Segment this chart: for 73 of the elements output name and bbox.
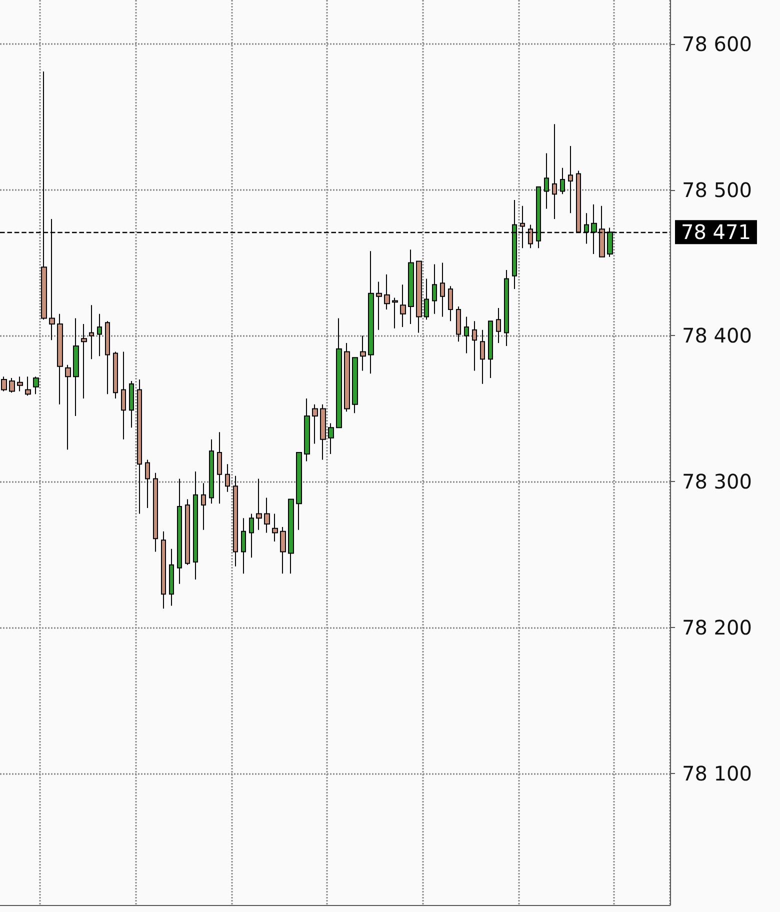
candlestick <box>177 478 182 584</box>
candlestick <box>280 526 286 574</box>
candlestick <box>408 249 414 325</box>
candlestick <box>33 376 39 395</box>
candlestick <box>440 262 445 318</box>
y-tick-label: 78 100 <box>682 762 752 786</box>
y-tick-label: 78 400 <box>682 324 752 348</box>
candlestick <box>209 438 214 504</box>
candlestick <box>81 324 87 399</box>
candlestick <box>352 357 358 414</box>
candlestick <box>201 482 206 530</box>
candlestick <box>256 478 262 530</box>
candlestick <box>217 432 222 504</box>
candlestick <box>161 530 166 610</box>
candlestick <box>241 518 246 574</box>
candlestick <box>488 320 493 379</box>
candlestick <box>233 475 238 567</box>
candlestick <box>400 284 406 328</box>
candlestick <box>296 452 302 530</box>
candlestick <box>384 274 390 310</box>
candlestick <box>113 351 118 399</box>
candlestick <box>9 378 15 394</box>
candlestick <box>424 278 429 320</box>
candlestick <box>272 513 278 542</box>
y-tick-label: 78 600 <box>682 32 752 56</box>
candlestick <box>137 379 142 514</box>
candlestick <box>193 470 198 580</box>
candlestick <box>368 250 374 374</box>
candlestick <box>432 264 437 314</box>
y-tick-label: 78 500 <box>682 178 752 202</box>
candlestick <box>25 376 31 396</box>
candlestick <box>568 145 573 214</box>
candlestick <box>416 260 422 334</box>
candlestick <box>1 376 7 392</box>
candlestick <box>320 404 326 460</box>
candlestick <box>392 297 398 329</box>
candlestick <box>169 548 174 606</box>
candlestick <box>288 498 294 574</box>
candlestick <box>97 313 102 357</box>
candlestick <box>129 380 134 428</box>
candlestick <box>464 316 469 354</box>
y-tick-label: 78 300 <box>682 470 752 494</box>
candlestick <box>121 351 126 440</box>
candlestick <box>560 167 565 195</box>
y-tick-label: 78 200 <box>682 616 752 640</box>
candlestick <box>153 472 158 552</box>
ref-line-label: 78 471 <box>681 220 751 244</box>
candlestick <box>344 342 350 412</box>
candlestick <box>472 320 477 372</box>
candlestick <box>376 281 382 330</box>
candlestick <box>448 286 453 322</box>
candlestick <box>225 464 230 492</box>
candlestick <box>304 398 310 462</box>
candlestick <box>504 270 509 346</box>
candlestick <box>544 152 549 210</box>
candlestick <box>105 320 110 395</box>
candlestick <box>73 318 79 417</box>
candlestick <box>17 376 23 392</box>
candlestick <box>456 306 461 342</box>
candlestick <box>65 364 71 450</box>
candlestick <box>360 335 366 372</box>
candlestick <box>480 329 485 384</box>
candlestick <box>57 313 63 405</box>
candlestick <box>328 422 334 454</box>
candlestick <box>249 513 254 558</box>
candlestick <box>264 497 270 534</box>
candlestick <box>336 318 342 428</box>
candlestick <box>89 304 94 360</box>
candlestick <box>496 307 501 344</box>
candlestick <box>145 459 150 508</box>
candlestick <box>552 124 557 220</box>
candlestick <box>312 404 318 444</box>
candlestick <box>185 498 190 566</box>
